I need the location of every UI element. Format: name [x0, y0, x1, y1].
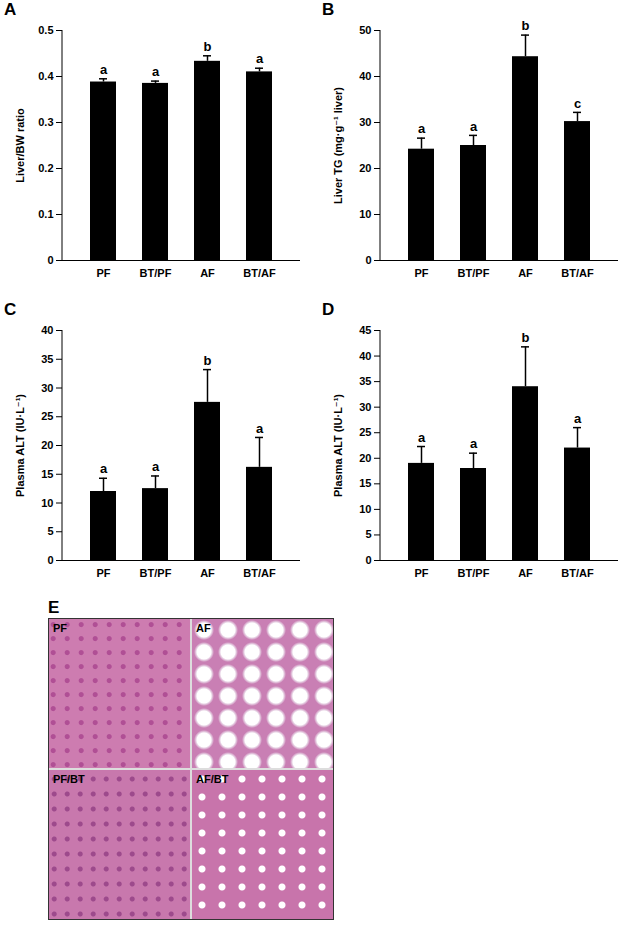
svg-text:50: 50: [359, 24, 371, 36]
html-text:PF/BT: PF/BT: [53, 773, 85, 785]
html-text:A: A: [4, 0, 17, 19]
svg-text:45: 45: [359, 324, 371, 336]
svg-text:Plasma ALT (IU·L⁻¹): Plasma ALT (IU·L⁻¹): [14, 394, 26, 497]
svg-text:AF: AF: [518, 267, 533, 279]
svg-text:0: 0: [365, 554, 371, 566]
svg-text:25: 25: [41, 410, 53, 422]
svg-text:c: c: [574, 96, 581, 111]
svg-text:b: b: [204, 353, 212, 368]
html-text:D: D: [322, 300, 335, 319]
svg-text:30: 30: [41, 382, 53, 394]
svg-text:0.4: 0.4: [38, 70, 54, 82]
svg-text:BT/AF: BT/AF: [561, 267, 594, 279]
svg-text:a: a: [470, 436, 478, 451]
svg-text:5: 5: [365, 528, 371, 540]
svg-text:0.2: 0.2: [38, 162, 53, 174]
svg-text:a: a: [418, 121, 426, 136]
svg-text:15: 15: [359, 477, 371, 489]
svg-text:PF: PF: [96, 567, 110, 579]
svg-text:BT/AF: BT/AF: [561, 567, 594, 579]
svg-text:BT/PF: BT/PF: [458, 567, 490, 579]
svg-text:20: 20: [41, 439, 53, 451]
html-text:C: C: [4, 300, 17, 319]
svg-text:b: b: [522, 18, 530, 33]
svg-text:a: a: [256, 421, 264, 436]
svg-text:a: a: [470, 119, 478, 134]
html-text:AF/BT: AF/BT: [196, 773, 229, 785]
svg-text:0: 0: [365, 254, 371, 266]
svg-text:35: 35: [359, 375, 371, 387]
svg-text:0.5: 0.5: [38, 24, 53, 36]
svg-text:AF: AF: [200, 267, 215, 279]
svg-text:Liver TG (mg·g⁻¹ liver): Liver TG (mg·g⁻¹ liver): [332, 87, 344, 204]
svg-text:40: 40: [359, 70, 371, 82]
svg-text:PF: PF: [414, 267, 428, 279]
svg-text:BT/PF: BT/PF: [458, 267, 490, 279]
svg-text:a: a: [418, 430, 426, 445]
svg-text:AF: AF: [518, 567, 533, 579]
html-text:B: B: [322, 0, 335, 19]
svg-text:25: 25: [359, 426, 371, 438]
svg-text:a: a: [100, 62, 108, 77]
svg-text:0.1: 0.1: [38, 208, 53, 220]
svg-text:10: 10: [359, 208, 371, 220]
svg-text:30: 30: [359, 116, 371, 128]
svg-text:PF: PF: [96, 267, 110, 279]
html-text:PF: PF: [53, 622, 68, 634]
svg-text:a: a: [574, 411, 582, 426]
svg-text:BT/AF: BT/AF: [243, 267, 276, 279]
svg-text:a: a: [100, 461, 108, 476]
svg-text:PF: PF: [414, 567, 428, 579]
svg-text:b: b: [522, 330, 530, 345]
svg-text:5: 5: [47, 525, 53, 537]
svg-text:a: a: [152, 459, 160, 474]
svg-text:30: 30: [359, 401, 371, 413]
svg-text:40: 40: [41, 324, 53, 336]
svg-text:10: 10: [41, 497, 53, 509]
svg-text:10: 10: [359, 503, 371, 515]
svg-text:Plasma ALT (IU·L⁻¹): Plasma ALT (IU·L⁻¹): [332, 394, 344, 497]
svg-text:a: a: [256, 51, 264, 66]
svg-text:Liver/BW ratio: Liver/BW ratio: [14, 108, 26, 183]
svg-text:a: a: [152, 64, 160, 79]
svg-text:BT/PF: BT/PF: [140, 567, 172, 579]
svg-text:BT/PF: BT/PF: [140, 267, 172, 279]
svg-text:20: 20: [359, 162, 371, 174]
svg-text:35: 35: [41, 353, 53, 365]
svg-text:b: b: [204, 39, 212, 54]
svg-text:0.3: 0.3: [38, 116, 53, 128]
svg-text:BT/AF: BT/AF: [243, 567, 276, 579]
svg-text:0: 0: [47, 254, 53, 266]
svg-text:15: 15: [41, 468, 53, 480]
svg-text:20: 20: [359, 452, 371, 464]
svg-text:0: 0: [47, 554, 53, 566]
svg-text:AF: AF: [200, 567, 215, 579]
svg-text:40: 40: [359, 350, 371, 362]
html-text:E: E: [48, 598, 60, 617]
html-text:AF: AF: [196, 622, 211, 634]
